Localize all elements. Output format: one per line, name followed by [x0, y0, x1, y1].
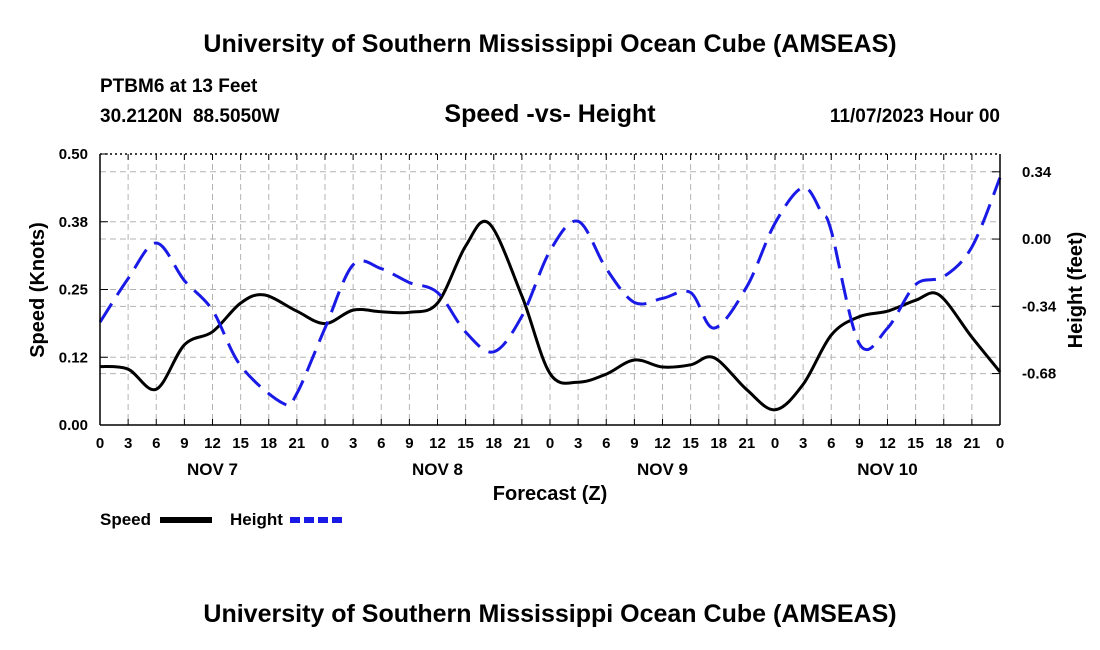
x-tick-label: 15 [682, 435, 699, 452]
x-tick-label: 21 [514, 435, 531, 452]
forecast-datetime: 11/07/2023 Hour 00 [829, 106, 1000, 127]
x-tick-label: 21 [289, 435, 306, 452]
chart-subtitle: Speed -vs- Height [444, 100, 656, 128]
x-tick-label: 6 [602, 435, 610, 452]
x-tick-label: 21 [739, 435, 756, 452]
main-title: University of Southern Mississippi Ocean… [203, 30, 897, 58]
x-tick-label: 0 [321, 435, 329, 452]
x-tick-label: 18 [485, 435, 502, 452]
station-coordinates: 30.2120N 88.5050W [100, 106, 280, 127]
y-tick-label: 0.38 [59, 214, 88, 231]
label-layer: Forecast (Z) Speed (Knots) Height (feet) [27, 222, 1087, 505]
x-tick-label: 9 [855, 435, 863, 452]
series-layer [98, 177, 1002, 412]
x-tick-label: 0 [96, 435, 104, 452]
x-tick-label: 3 [574, 435, 582, 452]
x-tick-label: 6 [827, 435, 835, 452]
x-tick-label: 0 [996, 435, 1004, 452]
x-tick-label: 18 [710, 435, 727, 452]
station-name: PTBM6 at 13 Feet [100, 76, 258, 97]
x-tick-label: 3 [124, 435, 132, 452]
y2-tick-label: 0.00 [1022, 231, 1051, 248]
x-tick-label: 18 [935, 435, 952, 452]
series-line-height [98, 177, 1002, 407]
y2-tick-label: 0.34 [1022, 164, 1052, 181]
x-tick-label: 0 [771, 435, 779, 452]
x-tick-label: 12 [429, 435, 446, 452]
series-line-speed [99, 219, 1002, 412]
x-tick-label: 12 [879, 435, 896, 452]
legend-label-speed: Speed [100, 510, 151, 529]
x-tick-label: 0 [546, 435, 554, 452]
x-tick-label: 15 [907, 435, 924, 452]
x-tick-label: 6 [152, 435, 160, 452]
x-tick-label: 9 [405, 435, 413, 452]
x-tick-label: 3 [349, 435, 357, 452]
day-label: NOV 10 [857, 460, 917, 479]
axis-layer: 0 3 6 9 12 15 18 21 0 3 6 9 12 15 18 21 0 3 6 9 12 15 18 21 0 3 6 9… [59, 146, 1057, 479]
y2-tick-label: -0.34 [1022, 298, 1057, 315]
y-tick-label: 0.00 [59, 417, 88, 434]
day-label: NOV 7 [187, 460, 238, 479]
x-tick-label: 21 [964, 435, 981, 452]
legend-label-height: Height [230, 510, 283, 529]
x-axis-label: Forecast (Z) [493, 483, 607, 505]
legend: Speed Height [100, 510, 342, 529]
x-tick-label: 15 [232, 435, 249, 452]
x-tick-label: 9 [180, 435, 188, 452]
grid-layer [100, 154, 1000, 425]
footer-title: University of Southern Mississippi Ocean… [203, 600, 897, 628]
day-label: NOV 9 [637, 460, 688, 479]
x-tick-label: 3 [799, 435, 807, 452]
y2-axis-label: Height (feet) [1065, 232, 1087, 349]
y-tick-label: 0.25 [59, 282, 88, 299]
y2-tick-label: -0.68 [1022, 366, 1056, 383]
y-axis-label: Speed (Knots) [27, 222, 49, 358]
x-tick-label: 9 [630, 435, 638, 452]
y-tick-label: 0.50 [59, 146, 88, 163]
x-tick-label: 12 [204, 435, 221, 452]
x-tick-label: 18 [260, 435, 277, 452]
x-tick-label: 6 [377, 435, 385, 452]
day-label: NOV 8 [412, 460, 463, 479]
x-tick-label: 12 [654, 435, 671, 452]
y-tick-label: 0.12 [59, 349, 88, 366]
x-tick-label: 15 [457, 435, 474, 452]
